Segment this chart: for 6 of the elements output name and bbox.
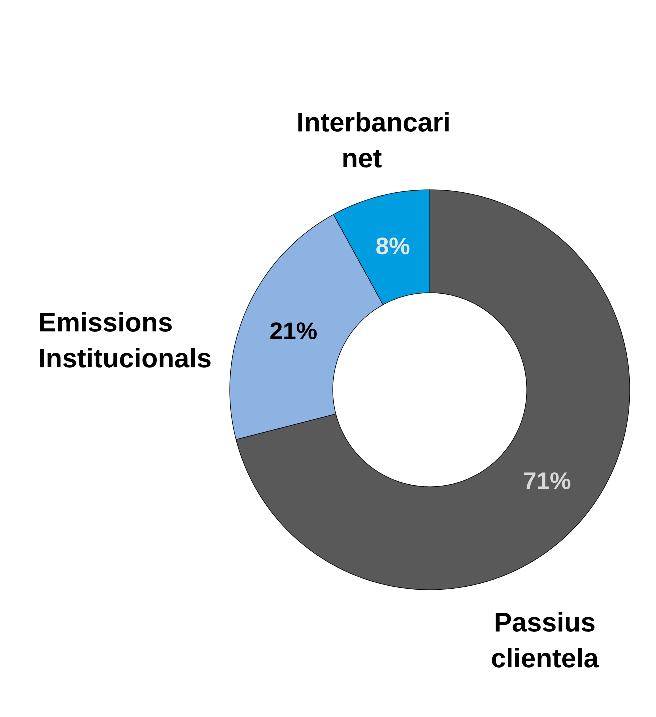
data-label: 21%: [270, 322, 317, 340]
slice-label: Passius clientela: [492, 612, 600, 668]
slice-label: Emissions Institucionals: [40, 312, 211, 368]
slice-label: Interbancari net: [298, 112, 449, 168]
data-label: 71%: [524, 472, 571, 490]
data-label: 8%: [376, 238, 410, 255]
